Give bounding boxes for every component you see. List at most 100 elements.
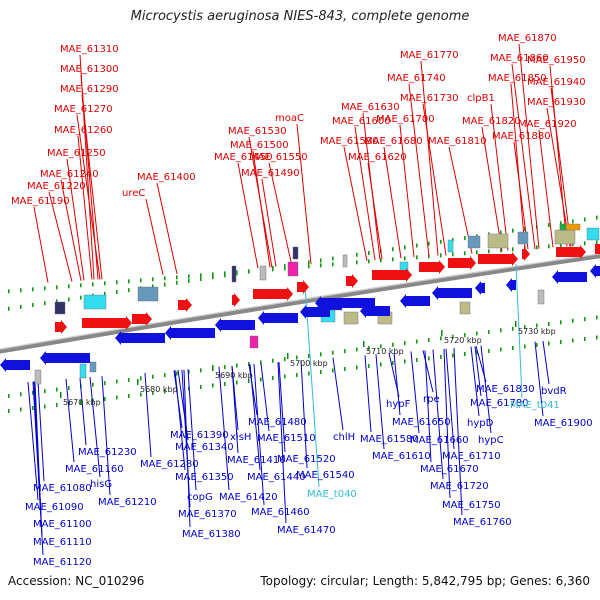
tick-mark <box>584 317 586 322</box>
gene-label-bottom: MAE_61670 <box>420 464 479 475</box>
feature-box <box>459 301 471 315</box>
gene-label-top: MAE_61860 <box>490 53 549 64</box>
connector-line <box>252 150 271 268</box>
scale-tick <box>515 321 517 327</box>
feature-box <box>537 289 545 305</box>
tick-mark <box>152 374 154 379</box>
gene-label-top: MAE_61220 <box>27 181 86 192</box>
feature-box <box>343 311 359 325</box>
gene-label-top: MAE_61620 <box>348 152 407 163</box>
tick-mark <box>560 221 562 226</box>
feature-box <box>259 265 267 281</box>
connector-line <box>101 376 111 496</box>
gene-label-bottom: MAE_61100 <box>33 519 92 530</box>
gene-label-top: MAE_61950 <box>527 55 586 66</box>
tick-mark <box>116 395 118 400</box>
connector-line <box>367 162 383 260</box>
feature-box <box>517 231 529 245</box>
tick-mark <box>368 259 370 264</box>
gene-label-bottom: MAE_61120 <box>33 557 92 568</box>
gene-label-top: MAE_61190 <box>11 196 70 207</box>
scale-label: 5710 kbp <box>366 347 404 356</box>
tick-mark <box>332 350 334 355</box>
tick-mark <box>500 230 502 235</box>
scale-label: 5700 kbp <box>290 359 328 368</box>
tick-mark <box>440 253 442 258</box>
gene-label-bottom: MAE_61750 <box>442 500 501 511</box>
tick-mark <box>500 328 502 333</box>
connector-line <box>304 284 320 488</box>
gene-arrow-forward <box>82 316 132 330</box>
connector-line <box>156 182 178 275</box>
tick-mark <box>368 364 370 368</box>
tick-mark <box>80 400 82 404</box>
connector-line <box>549 65 568 247</box>
gene-arrow-forward <box>448 256 476 270</box>
tick-mark <box>572 219 574 224</box>
gene-arrow-forward <box>346 274 358 288</box>
tick-mark <box>8 289 10 294</box>
gene-arrow-reverse <box>0 358 30 372</box>
gene-label-bottom: MAE_61210 <box>98 497 157 508</box>
tick-mark <box>320 370 322 374</box>
tick-mark <box>464 333 466 338</box>
tick-mark <box>44 389 46 394</box>
gene-label-top: MAE_61600 <box>332 116 391 127</box>
connector-line <box>48 191 73 282</box>
tick-mark <box>200 385 202 389</box>
trna-label: MAE_t041 <box>510 400 560 411</box>
tick-mark <box>164 373 166 378</box>
connector-line <box>33 206 49 283</box>
connector-line <box>534 341 544 417</box>
connector-line <box>445 348 455 450</box>
gene-arrow-reverse <box>475 281 485 295</box>
connector-line <box>510 83 526 250</box>
tick-mark <box>332 368 334 373</box>
gene-arrow-forward <box>478 252 518 266</box>
tick-mark <box>308 371 310 376</box>
tick-mark <box>104 281 106 286</box>
gene-label-bottom: hisG <box>90 479 112 490</box>
tick-mark <box>368 250 370 255</box>
connector-line <box>474 346 482 397</box>
connector-line <box>443 348 451 499</box>
gene-label-top: MAE_61240 <box>40 169 99 180</box>
tick-mark <box>356 260 358 265</box>
gene-label-bottom: MAE_61470 <box>277 525 336 536</box>
connector-line <box>393 352 401 416</box>
tick-mark <box>392 247 394 252</box>
tick-mark <box>296 373 298 377</box>
gene-label-top: MAE_61290 <box>60 84 119 95</box>
tick-mark <box>428 337 430 342</box>
gene-label-bottom: hypC <box>478 435 504 446</box>
tick-mark <box>548 244 550 249</box>
tick-mark <box>200 277 202 281</box>
connector-line <box>144 372 152 458</box>
tick-mark <box>284 266 286 271</box>
connector-line <box>37 381 45 482</box>
tick-mark <box>92 382 94 387</box>
gene-arrow-forward <box>132 312 152 326</box>
connector-line <box>470 346 480 417</box>
gene-label-bottom: MAE_61340 <box>175 442 234 453</box>
tick-mark <box>20 288 22 293</box>
scale-label: 5670 kbp <box>63 398 101 407</box>
scale-tick <box>212 365 214 371</box>
tick-mark <box>128 279 130 284</box>
tick-mark <box>428 241 430 246</box>
gene-label-top: MAE_61810 <box>428 136 487 147</box>
tick-mark <box>104 397 106 401</box>
connector-line <box>187 369 197 491</box>
connector-line <box>354 126 376 261</box>
genome-backbone <box>0 253 600 354</box>
connector-line <box>277 362 287 524</box>
gene-label-bottom: MAE_61160 <box>65 464 124 475</box>
connector-line <box>511 63 536 250</box>
tick-mark <box>308 353 310 358</box>
tick-mark <box>200 368 202 373</box>
tick-mark <box>236 363 238 368</box>
feature-box <box>292 246 299 260</box>
gene-label-top: MAE_61850 <box>488 73 547 84</box>
